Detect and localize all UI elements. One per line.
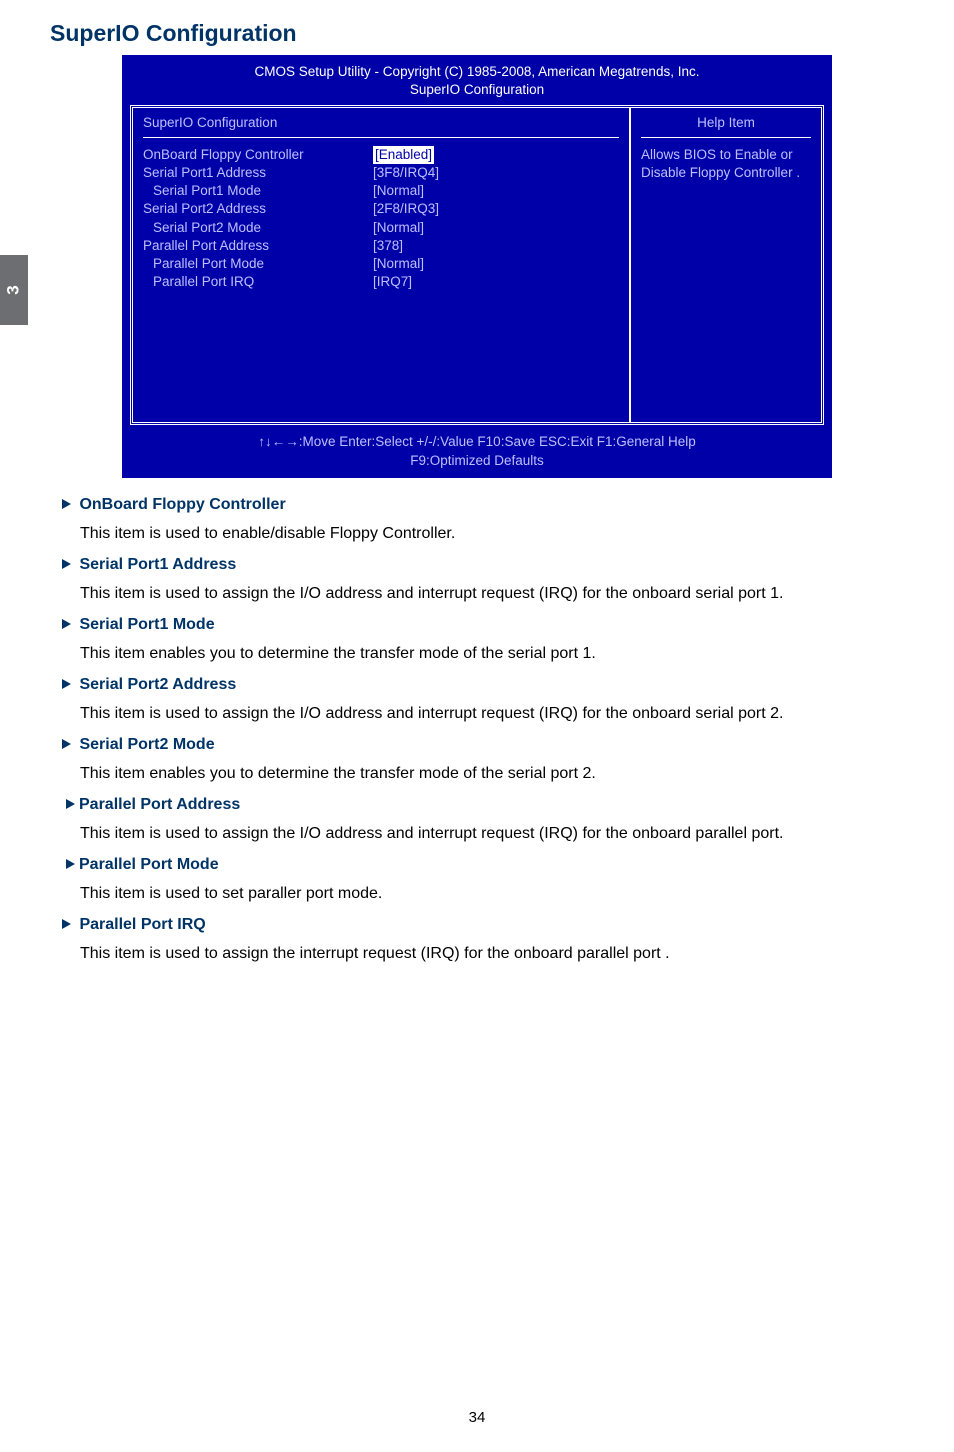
bios-row-value: [Normal]	[373, 219, 424, 237]
bios-header: CMOS Setup Utility - Copyright (C) 1985-…	[122, 61, 832, 105]
bios-row: Serial Port1 Address[3F8/IRQ4]	[143, 164, 619, 182]
bios-row-value: [2F8/IRQ3]	[373, 200, 439, 218]
page-title: SuperIO Configuration	[50, 20, 904, 47]
bios-row-value: [378]	[373, 237, 403, 255]
bios-help-panel: Help Item Allows BIOS to Enable or Disab…	[631, 108, 821, 422]
bios-row: Parallel Port IRQ[IRQ7]	[143, 273, 619, 291]
bios-footer: ↑↓←→:Move Enter:Select +/-/:Value F10:Sa…	[122, 431, 832, 477]
item-heading: Serial Port1 Address	[62, 556, 904, 574]
page-number: 34	[0, 1409, 954, 1426]
triangle-icon	[66, 799, 75, 809]
item-heading: Parallel Port Mode	[66, 856, 904, 874]
bios-window: CMOS Setup Utility - Copyright (C) 1985-…	[122, 55, 832, 478]
content: OnBoard Floppy Controller This item is us…	[50, 496, 904, 970]
item-body: This item is used to set paraller port m…	[80, 878, 904, 910]
bios-row-value: [3F8/IRQ4]	[373, 164, 439, 182]
triangle-icon	[62, 919, 71, 929]
bios-row-label: Serial Port1 Address	[143, 164, 373, 182]
item-body: This item is used to assign the interrup…	[80, 938, 904, 970]
bios-header-line2: SuperIO Configuration	[132, 81, 822, 99]
bios-row-value: [IRQ7]	[373, 273, 412, 291]
item-heading: Serial Port2 Address	[62, 676, 904, 694]
bios-help-heading: Help Item	[641, 114, 811, 137]
chapter-tab-number: 3	[4, 285, 24, 294]
bios-row: Serial Port2 Mode[Normal]	[143, 219, 619, 237]
bios-left-panel: SuperIO Configuration OnBoard Floppy Con…	[133, 108, 631, 422]
bios-row-value: [Enabled]	[373, 146, 434, 164]
bios-footer-line2: F9:Optimized Defaults	[132, 452, 822, 470]
bios-row: OnBoard Floppy Controller[Enabled]	[143, 146, 619, 164]
bios-row-value: [Normal]	[373, 182, 424, 200]
item-body: This item is used to enable/disable Flop…	[80, 518, 904, 550]
page: SuperIO Configuration CMOS Setup Utility…	[0, 0, 954, 970]
bios-row-label: OnBoard Floppy Controller	[143, 146, 373, 164]
item-heading: Parallel Port Address	[66, 796, 904, 814]
bios-row: Parallel Port Mode[Normal]	[143, 255, 619, 273]
item-body: This item is used to assign the I/O addr…	[80, 578, 904, 610]
bios-rows: OnBoard Floppy Controller[Enabled]Serial…	[143, 146, 619, 292]
bios-row-label: Serial Port2 Address	[143, 200, 373, 218]
bios-row-value: [Normal]	[373, 255, 424, 273]
item-body: This item is used to assign the I/O addr…	[80, 818, 904, 850]
bios-row-label: Serial Port2 Mode	[143, 219, 373, 237]
triangle-icon	[62, 679, 71, 689]
item-heading: Serial Port1 Mode	[62, 616, 904, 634]
bios-row: Parallel Port Address[378]	[143, 237, 619, 255]
bios-help-text: Allows BIOS to Enable or Disable Floppy …	[641, 146, 811, 182]
triangle-icon	[66, 859, 75, 869]
bios-header-line1: CMOS Setup Utility - Copyright (C) 1985-…	[132, 63, 822, 81]
bios-row-label: Serial Port1 Mode	[143, 182, 373, 200]
bios-table: SuperIO Configuration OnBoard Floppy Con…	[130, 105, 824, 425]
item-heading: Parallel Port IRQ	[62, 916, 904, 934]
bios-row: Serial Port2 Address[2F8/IRQ3]	[143, 200, 619, 218]
bios-row-label: Parallel Port IRQ	[143, 273, 373, 291]
item-heading: OnBoard Floppy Controller	[62, 496, 904, 514]
bios-row-label: Parallel Port Mode	[143, 255, 373, 273]
chapter-tab: 3	[0, 255, 28, 325]
triangle-icon	[62, 499, 71, 509]
item-body: This item enables you to determine the t…	[80, 758, 904, 790]
item-heading: Serial Port2 Mode	[62, 736, 904, 754]
triangle-icon	[62, 739, 71, 749]
triangle-icon	[62, 559, 71, 569]
bios-row-label: Parallel Port Address	[143, 237, 373, 255]
item-body: This item enables you to determine the t…	[80, 638, 904, 670]
item-body: This item is used to assign the I/O addr…	[80, 698, 904, 730]
bios-footer-line1: ↑↓←→:Move Enter:Select +/-/:Value F10:Sa…	[132, 433, 822, 451]
triangle-icon	[62, 619, 71, 629]
bios-left-heading: SuperIO Configuration	[143, 114, 619, 137]
bios-row: Serial Port1 Mode[Normal]	[143, 182, 619, 200]
